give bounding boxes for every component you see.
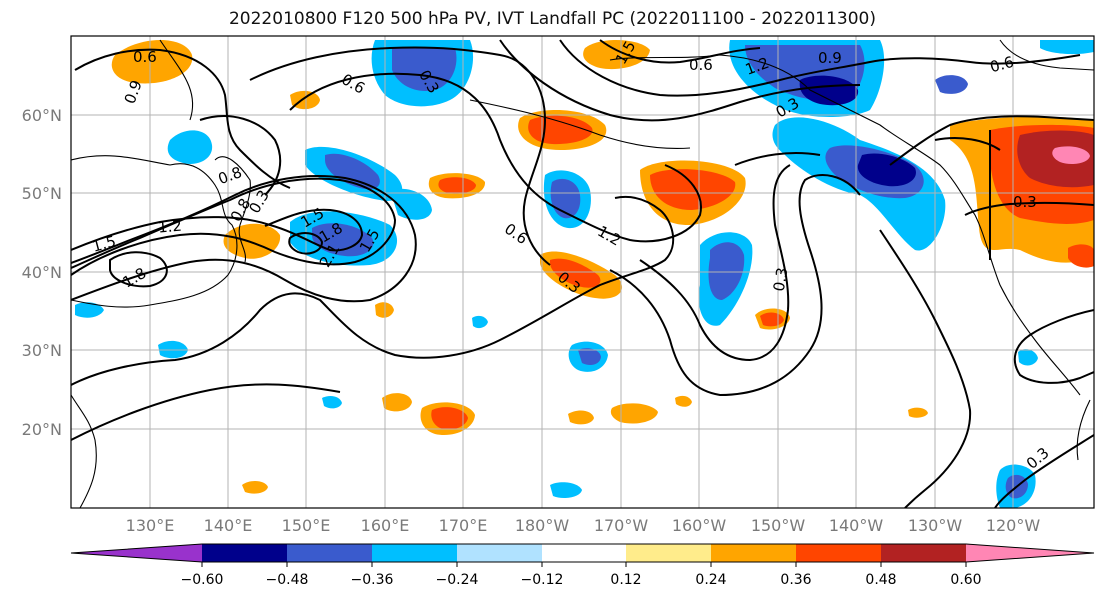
colorbar-tick-label: 0.48 [865, 572, 896, 588]
colorbar-segment [626, 544, 711, 562]
colorbar-segment [372, 544, 457, 562]
lon-tick-label: 140°E [204, 516, 253, 535]
anomaly-shading [75, 39, 1094, 508]
lat-tick-label: 30°N [22, 341, 62, 360]
lat-tick-label: 50°N [22, 184, 62, 203]
contour-label: 1.2 [594, 222, 624, 250]
lon-tick-label: 130°E [126, 516, 175, 535]
colorbar-segment [457, 544, 542, 562]
colorbar-segment [711, 544, 796, 562]
colorbar-tick-label: −0.12 [521, 572, 564, 588]
pv-contours [71, 39, 1094, 508]
colorbar-extend-high [966, 544, 1094, 562]
lon-tick-label: 150°W [751, 516, 806, 535]
colorbar: −0.60 −0.48 −0.36 −0.24 −0.12 0.12 0.24 … [70, 543, 1095, 588]
lat-tick-label: 60°N [22, 106, 62, 125]
colorbar-tick-label: 0.60 [950, 572, 981, 588]
lat-tick-label: 40°N [22, 263, 62, 282]
contour-label: 0.6 [988, 53, 1016, 77]
lon-tick-label: 170°W [594, 516, 649, 535]
lon-tick-label: 180°W [515, 516, 570, 535]
contour-label: 0.6 [133, 48, 157, 66]
contour-label: 0.6 [689, 56, 713, 74]
lon-tick-label: 160°E [361, 516, 410, 535]
contour-label: 1.2 [157, 217, 182, 237]
lon-axis: 130°E 140°E 150°E 160°E 170°E 180°W 170°… [126, 516, 1041, 535]
contour-label: 0.3 [1013, 193, 1037, 211]
colorbar-tick-label: −0.24 [436, 572, 479, 588]
contour-label: 0.3 [770, 266, 792, 293]
colorbar-tick-label: 0.12 [610, 572, 641, 588]
gridlines [71, 36, 1094, 508]
contour-label: 1.5 [90, 232, 118, 256]
colorbar-segment [542, 544, 626, 562]
colorbar-segment [202, 544, 287, 562]
map-title: 2022010800 F120 500 hPa PV, IVT Landfall… [228, 9, 876, 29]
contour-label: 0.6 [338, 70, 368, 98]
colorbar-segment [796, 544, 881, 562]
colorbar-tick-label: −0.60 [181, 572, 224, 588]
coastlines [71, 39, 1094, 508]
lat-axis: 60°N 50°N 40°N 30°N 20°N [22, 106, 62, 439]
lon-tick-label: 140°W [829, 516, 884, 535]
contour-label: 0.6 [501, 220, 531, 248]
lon-tick-label: 170°E [439, 516, 488, 535]
lon-tick-label: 130°W [908, 516, 963, 535]
contour-label: 0.9 [818, 49, 842, 67]
lon-tick-label: 120°W [986, 516, 1041, 535]
lat-tick-label: 20°N [22, 420, 62, 439]
colorbar-tick-label: 0.36 [780, 572, 811, 588]
colorbar-extend-low [71, 544, 202, 562]
lon-tick-label: 160°W [672, 516, 727, 535]
contour-label: 1.8 [120, 264, 150, 292]
colorbar-segment [881, 544, 966, 562]
colorbar-tick-label: −0.48 [266, 572, 309, 588]
lon-tick-label: 150°E [282, 516, 331, 535]
map-frame [70, 35, 1095, 509]
colorbar-segment [287, 544, 372, 562]
colorbar-tick-label: −0.36 [351, 572, 394, 588]
colorbar-tick-label: 0.24 [695, 572, 726, 588]
